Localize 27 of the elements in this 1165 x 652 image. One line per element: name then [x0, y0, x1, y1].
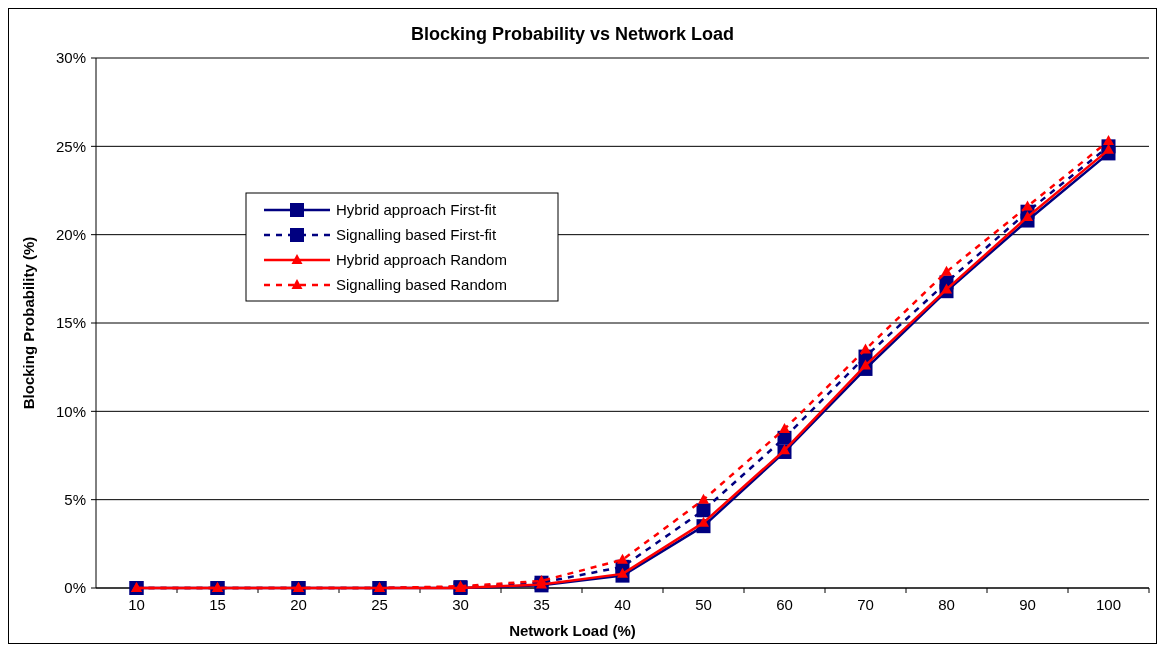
y-tick-label: 30% — [55, 49, 86, 67]
legend-label: Hybrid approach First-fit — [336, 201, 497, 219]
x-tick-label: 35 — [533, 596, 550, 613]
x-tick-label: 100 — [1095, 596, 1122, 613]
x-tick-label: 25 — [371, 596, 388, 613]
x-tick-label: 40 — [614, 596, 631, 613]
x-tick-label: 70 — [857, 596, 874, 613]
y-tick-label: 5% — [64, 490, 86, 508]
y-tick-label: 10% — [55, 402, 86, 420]
x-tick-label: 80 — [938, 596, 955, 613]
x-tick-label: 20 — [290, 596, 307, 613]
legend-label: Hybrid approach Random — [336, 251, 507, 269]
x-tick-label: 15 — [209, 596, 226, 613]
y-tick-label: 25% — [55, 137, 86, 155]
x-tick-label: 90 — [1019, 596, 1036, 613]
y-axis-title: Blocking Probability (%) — [20, 236, 37, 410]
legend-label: Signalling based First-fit — [336, 226, 497, 244]
chart-title: Blocking Probability vs Network Load — [410, 24, 735, 44]
y-tick-label: 15% — [55, 314, 86, 332]
x-tick-label: 50 — [695, 596, 712, 613]
x-tick-label: 10 — [128, 596, 145, 613]
x-tick-label: 60 — [776, 596, 793, 613]
y-tick-label: 0% — [64, 579, 86, 597]
x-tick-label: 30 — [452, 596, 469, 613]
y-tick-label: 20% — [55, 225, 86, 243]
legend-label: Signalling based Random — [336, 276, 507, 294]
x-axis-title: Network Load (%) — [509, 622, 636, 639]
